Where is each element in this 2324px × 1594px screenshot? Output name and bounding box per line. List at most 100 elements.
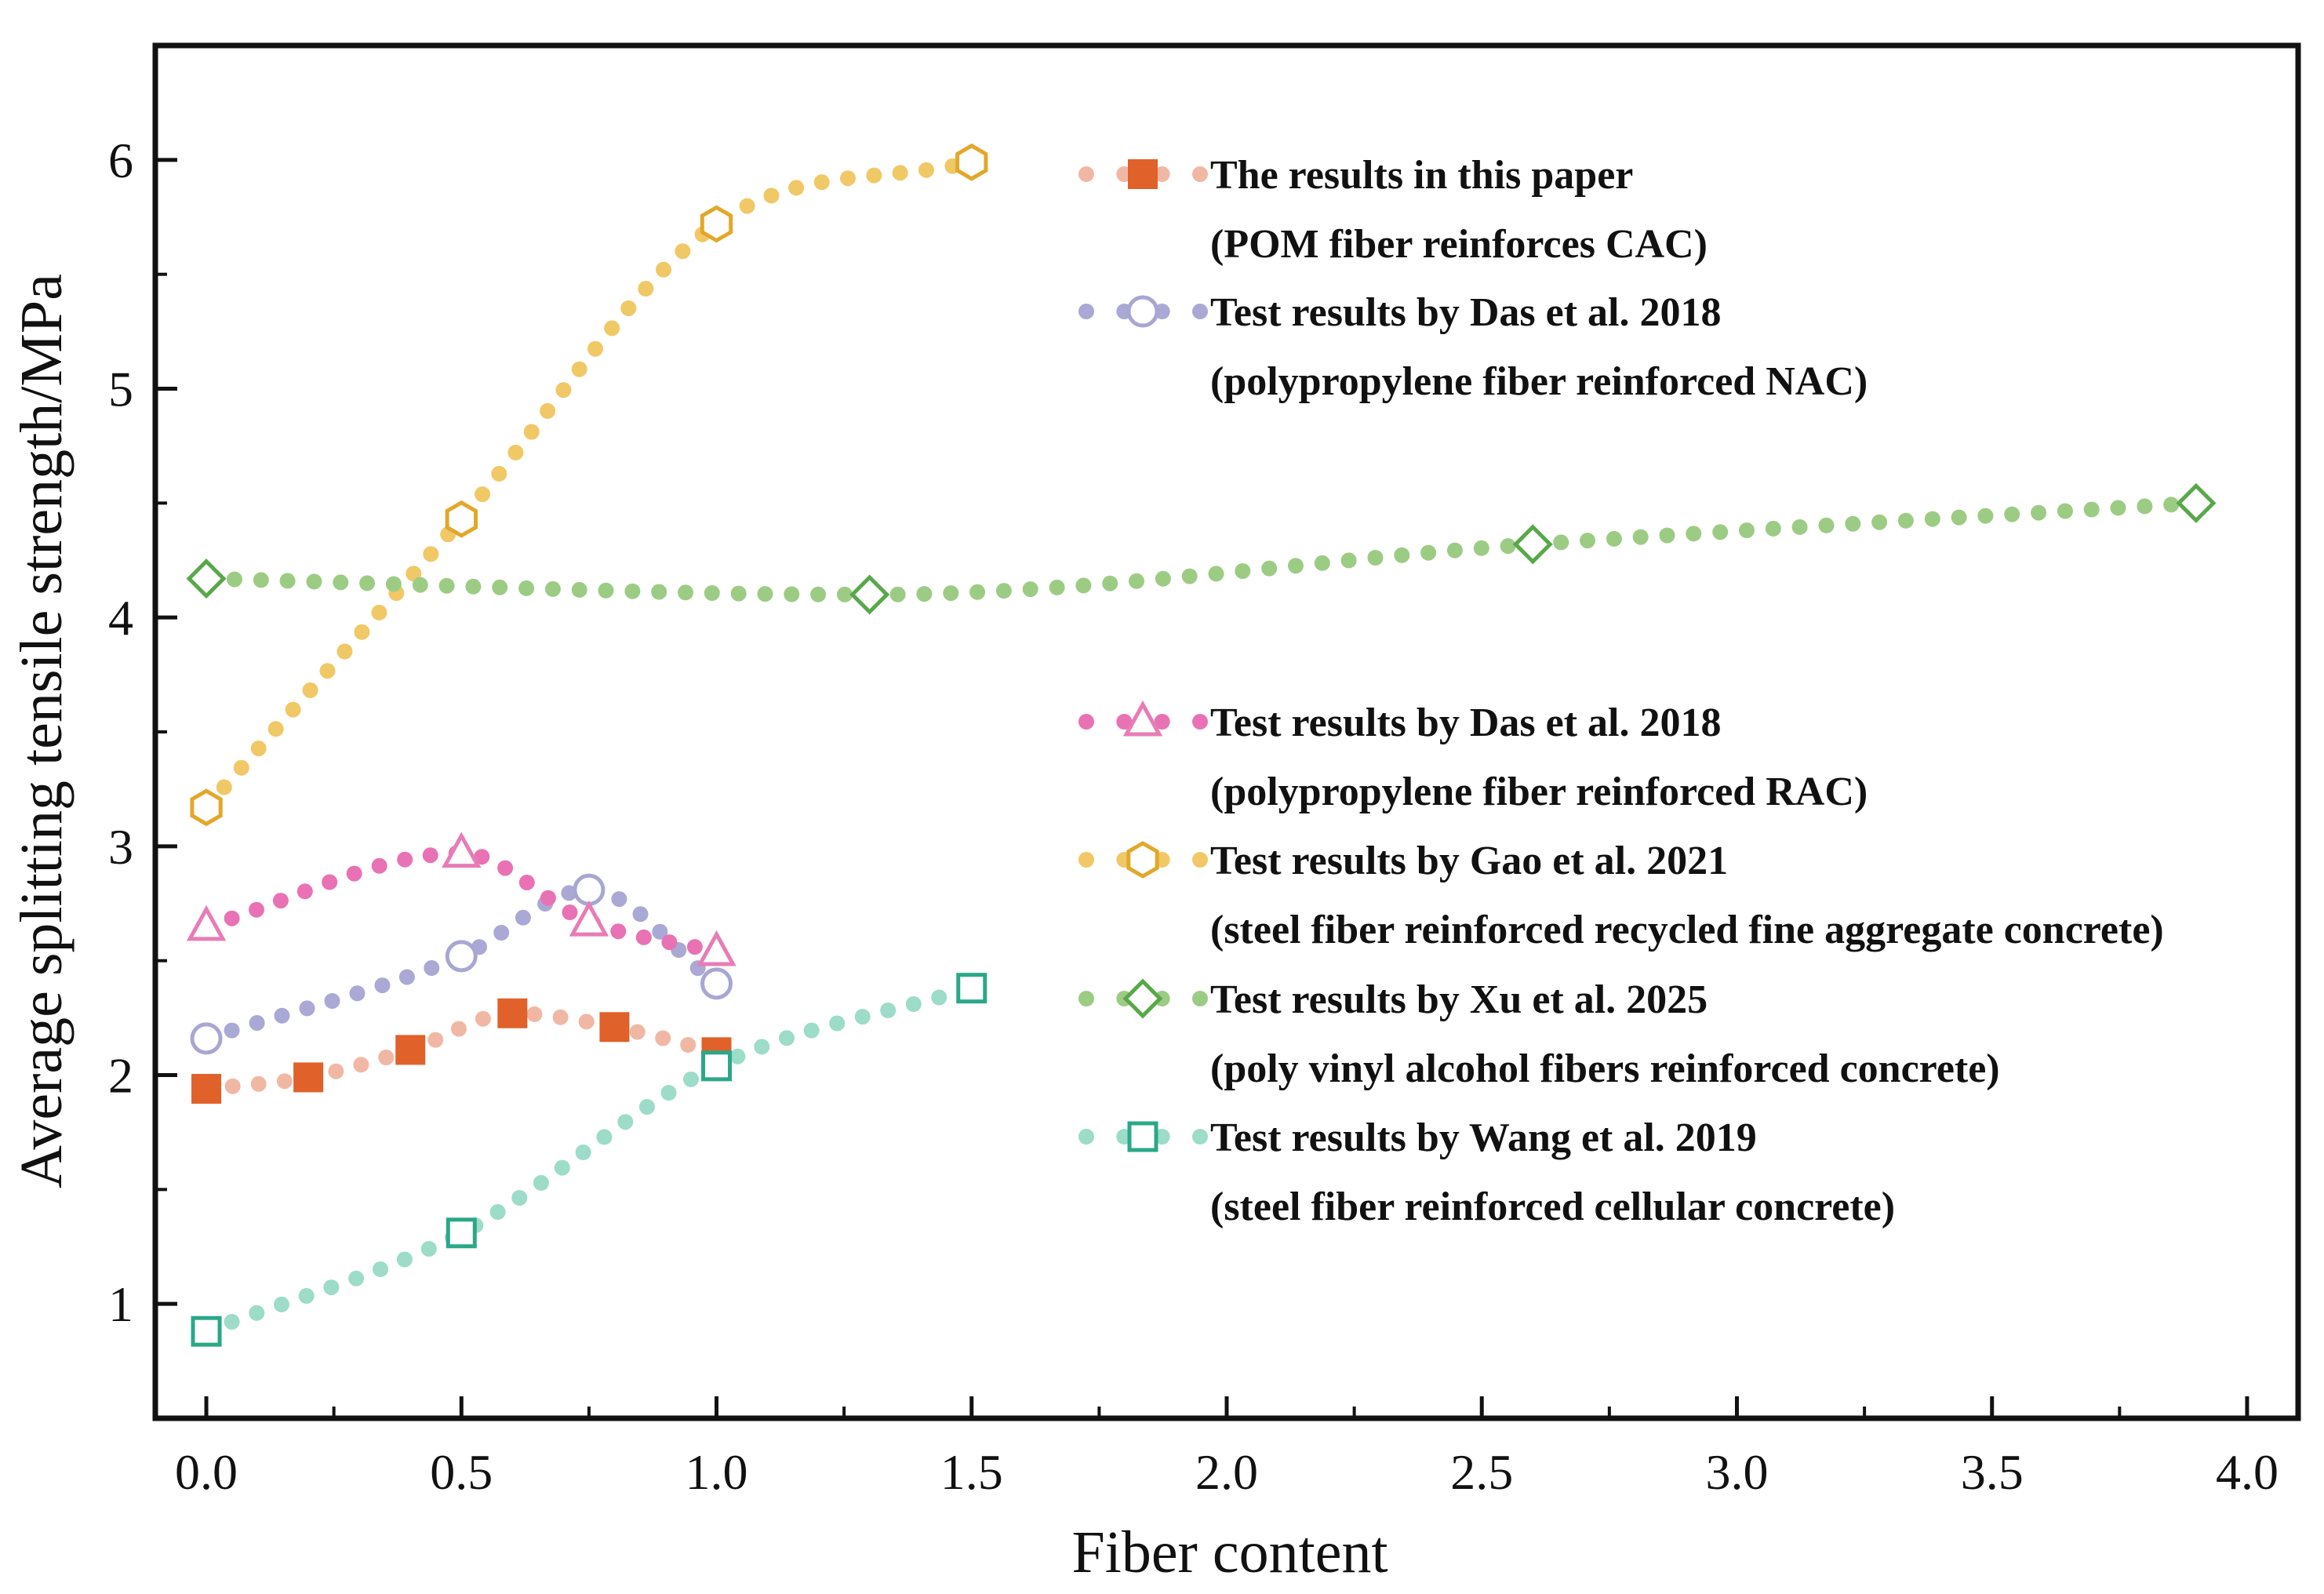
- gao-curve-dot: [491, 465, 507, 482]
- das_nac-curve-dot: [349, 985, 366, 1002]
- gao-curve-dot: [475, 486, 491, 503]
- das_rac-curve-dot: [224, 910, 240, 926]
- series-xu: [186, 482, 2217, 615]
- wang-curve-dot: [575, 1145, 591, 1160]
- pom-curve-dot: [378, 1050, 395, 1065]
- xu-curve-dot: [1951, 509, 1967, 526]
- gao-curve-dot: [656, 261, 671, 278]
- das_nac-curve-dot: [611, 891, 627, 908]
- xu-curve-dot: [810, 586, 827, 602]
- wang-data-point: [191, 1316, 222, 1347]
- das_rac-data-point: [569, 900, 609, 937]
- gao-data-point: [190, 788, 223, 827]
- series-gao: [190, 143, 988, 827]
- legend-line-dot: [1192, 852, 1208, 868]
- y-tick-label: 3: [108, 819, 133, 875]
- das_nac-curve-dot: [398, 969, 415, 985]
- xu-curve-dot: [678, 584, 693, 601]
- pom-data-point: [497, 998, 528, 1028]
- das_nac-curve-dot: [249, 1015, 265, 1031]
- legend-line-dot: [1192, 991, 1208, 1006]
- wang-curve-dot: [638, 1099, 655, 1115]
- xu-curve-dot: [757, 586, 773, 602]
- xu-curve-dot: [227, 571, 242, 588]
- legend-marker-das_nac: [1126, 295, 1159, 328]
- xu-curve-dot: [1739, 522, 1755, 538]
- das_nac-curve-dot: [324, 993, 340, 1009]
- series-das_nac: [190, 873, 733, 1055]
- gao-curve-dot: [555, 382, 572, 398]
- legend-line-dot: [1078, 852, 1094, 868]
- pom-curve-dot: [427, 1032, 444, 1048]
- x-tick-label: 0.0: [175, 1444, 238, 1500]
- legend-line-dot: [1154, 166, 1170, 182]
- legend-marker-wang: [1127, 1121, 1158, 1152]
- das_rac-curve-dot: [272, 893, 289, 909]
- wang-curve-dot: [660, 1085, 677, 1101]
- gao-curve-dot: [319, 663, 336, 679]
- legend-item-das_nac: Test results by Das et al. 2018 (polyprop…: [1078, 290, 1868, 404]
- xu-curve-dot: [1049, 579, 1065, 595]
- pom-curve-dot: [552, 1009, 569, 1025]
- das_rac-curve-dot: [635, 929, 652, 945]
- pom-curve-dot: [655, 1030, 671, 1046]
- gao-curve-dot: [540, 402, 556, 419]
- x-axis-title: Fiber content: [1071, 1519, 1387, 1585]
- legend-item-das_rac: Test results by Das et al. 2018 (polyprop…: [1078, 700, 1868, 814]
- das_rac-curve-dot: [518, 875, 535, 890]
- xu-curve-dot: [784, 586, 800, 602]
- xu-curve-dot: [1181, 568, 1198, 584]
- das_rac-curve-dot: [661, 934, 678, 951]
- pom-curve-dot: [353, 1057, 369, 1073]
- pom-curve-dot: [475, 1010, 491, 1027]
- legend-sublabel: (POM fiber reinforces CAC): [1210, 222, 1708, 267]
- series-pom: [191, 998, 732, 1104]
- xu-curve-dot: [253, 572, 269, 588]
- wang-curve-dot: [779, 1030, 795, 1046]
- xu-curve-dot: [2163, 497, 2180, 513]
- xu-curve-dot: [359, 575, 376, 591]
- xu-curve-dot: [1340, 552, 1357, 569]
- gao-curve-dot: [918, 162, 934, 178]
- wang-curve-dot: [373, 1261, 388, 1277]
- gao-curve-dot: [354, 624, 370, 640]
- das_rac-curve-dot: [686, 939, 703, 955]
- legend-line-dot: [1078, 304, 1094, 319]
- das_rac-curve-dot: [422, 847, 438, 864]
- wang-curve-dot: [854, 1009, 871, 1025]
- pom-curve-dot: [578, 1014, 595, 1030]
- gao-curve-dot: [523, 424, 540, 440]
- xu-curve-dot: [2057, 503, 2073, 519]
- gao-curve-dot: [233, 759, 249, 776]
- xu-data-point: [186, 559, 227, 599]
- gao-curve-dot: [840, 170, 856, 187]
- wang-curve-dot: [396, 1251, 413, 1268]
- xu-curve-dot: [730, 585, 747, 602]
- legend-label: Test results by Gao et al. 2021: [1210, 839, 1728, 883]
- wang-curve-dot: [511, 1190, 528, 1206]
- pom-curve-dot: [250, 1075, 267, 1092]
- das_nac-curve-dot: [561, 885, 577, 901]
- das_nac-curve-dot: [515, 909, 531, 926]
- das_rac-curve-dot: [249, 901, 264, 918]
- axis-ticks: 0.0 0.5 1.0 1.5 2.0 2.5 3.0 3.5 4.0 1 2 3 4 5 6: [108, 44, 2279, 1500]
- gao-curve-dot: [638, 281, 654, 297]
- legend-item-wang: Test results by Wang et al. 2019 (steel f…: [1078, 1115, 1895, 1229]
- xu-data-point: [2176, 482, 2217, 523]
- xu-curve-dot: [1553, 534, 1569, 551]
- das_nac-curve-dot: [274, 1007, 290, 1024]
- wang-curve-dot: [274, 1296, 289, 1312]
- wang-curve-dot: [420, 1241, 437, 1257]
- x-tick-label: 1.0: [686, 1444, 748, 1500]
- xu-curve-dot: [916, 586, 933, 602]
- legend-marker-pom: [1128, 159, 1158, 189]
- wang-curve-dot: [298, 1288, 315, 1304]
- legend-sublabel: (steel fiber reinforced recycled fine ag…: [1210, 908, 2164, 952]
- legend-marker-gao: [1126, 841, 1159, 879]
- x-tick-label: 4.0: [2216, 1444, 2279, 1500]
- das_nac-curve-dot: [424, 960, 440, 976]
- xu-curve-dot: [571, 581, 587, 598]
- xu-curve-dot: [1314, 555, 1330, 571]
- xu-curve-dot: [1155, 570, 1171, 587]
